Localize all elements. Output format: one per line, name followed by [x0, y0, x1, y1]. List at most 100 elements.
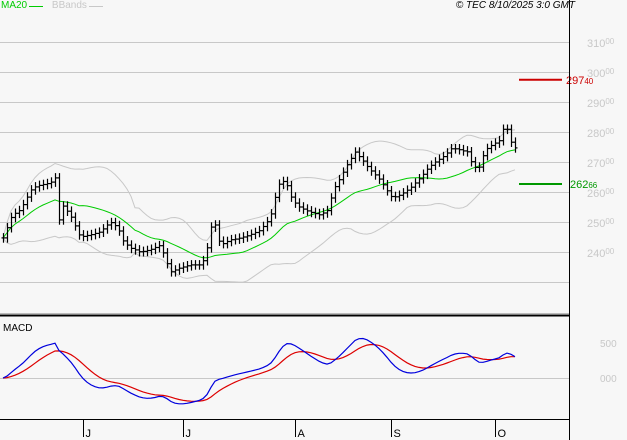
macd-signal-line: [2, 343, 515, 402]
price-bar: [49, 177, 54, 189]
price-bar: [481, 150, 486, 172]
legend-bbands-swatch: [88, 6, 103, 7]
price-tick-label: 24000: [587, 247, 615, 260]
month-label: O: [498, 428, 507, 440]
price-bar: [201, 255, 206, 270]
price-bar: [9, 212, 14, 233]
macd-line: [2, 337, 516, 405]
price-bar: [145, 245, 150, 257]
price-bar: [477, 162, 482, 173]
price-bar: [133, 243, 138, 255]
price-bar: [441, 151, 446, 165]
price-bar: [429, 160, 434, 174]
price-bar: [97, 227, 102, 239]
price-bar: [109, 217, 114, 230]
price-tick-label: 30000: [587, 67, 615, 80]
price-bar: [69, 206, 74, 222]
price-bar: [57, 173, 62, 225]
price-bar: [125, 236, 130, 250]
price-bar: [329, 193, 334, 216]
price-bar: [321, 208, 326, 220]
price-bar: [417, 174, 422, 188]
price-bar: [325, 205, 330, 218]
price-bar: [77, 221, 82, 240]
price-bar: [317, 208, 322, 220]
price-bar: [289, 180, 294, 202]
price-bar: [461, 144, 466, 156]
price-tick-label: 29000: [587, 97, 615, 110]
price-bar: [217, 220, 222, 246]
price-bar: [313, 207, 318, 219]
price-bar: [437, 154, 442, 167]
bband-upper: [2, 129, 516, 241]
macd-tick-label: 500: [600, 339, 617, 350]
price-bar: [381, 174, 386, 190]
price-bar: [413, 178, 418, 192]
price-bar: [333, 181, 338, 203]
price-bar: [353, 147, 358, 164]
price-bar: [213, 220, 218, 232]
price-bar: [365, 156, 370, 172]
price-bar: [189, 260, 194, 271]
price-bar: [157, 240, 162, 253]
price-bar: [469, 147, 474, 167]
price-bar: [225, 236, 230, 249]
copyright-timestamp: © TEC 8/10/2025 3:0 GMT: [455, 0, 575, 11]
price-bar: [345, 159, 350, 177]
bband-lower: [2, 169, 516, 283]
price-bar: [373, 166, 378, 180]
price-tick-label: 27000: [587, 157, 615, 170]
price-bar: [497, 135, 502, 148]
legend-bbands-label: BBands: [51, 0, 87, 11]
ma20-polyline: [2, 149, 516, 259]
price-bar: [89, 229, 94, 241]
price-bar: [185, 261, 190, 272]
price-bar: [505, 124, 510, 135]
price-tick-label: 26000: [587, 187, 615, 200]
price-bar: [285, 176, 290, 191]
price-bar: [369, 161, 374, 176]
legend-ma20: MA20: [1, 0, 44, 12]
price-bar: [25, 192, 30, 210]
price-tick-label: 28000: [587, 127, 615, 140]
price-bar: [53, 173, 58, 187]
price-bar: [457, 144, 462, 155]
price-bar: [377, 170, 382, 184]
price-bar: [85, 230, 90, 242]
price-bar: [209, 222, 214, 253]
price-bar: [117, 220, 122, 236]
price-bar: [205, 243, 210, 266]
price-bar: [349, 153, 354, 170]
price-bar: [33, 182, 38, 195]
price-bar: [73, 212, 78, 231]
price-bar: [1, 233, 6, 243]
price-bar: [177, 263, 182, 275]
month-label: J: [86, 428, 92, 440]
price-bar: [101, 224, 106, 237]
price-bar: [449, 144, 454, 158]
price-bar: [405, 185, 410, 198]
price-bar: [301, 202, 306, 214]
price-bar: [141, 246, 146, 257]
price-level-label: 26266: [570, 179, 598, 191]
price-bar: [401, 188, 406, 201]
legend-bbands: BBands: [52, 0, 103, 12]
price-bar: [121, 226, 126, 246]
price-bar: [385, 180, 390, 196]
price-bar: [237, 233, 242, 244]
price-bars: [1, 124, 518, 277]
price-bar: [81, 230, 86, 242]
price-bar: [453, 144, 458, 154]
legend-ma20-label: MA20: [1, 0, 28, 11]
price-bar: [169, 258, 174, 277]
price-bar: [433, 157, 438, 171]
price-bar: [193, 260, 198, 270]
price-bar: [197, 260, 202, 270]
price-bar: [13, 208, 18, 223]
price-levels: 29740 26266: [519, 75, 598, 191]
bollinger-bands: [2, 129, 516, 283]
price-bar: [229, 234, 234, 247]
legend-ma20-swatch: [29, 6, 44, 7]
price-bar: [509, 124, 514, 147]
price-bar: [137, 245, 142, 257]
